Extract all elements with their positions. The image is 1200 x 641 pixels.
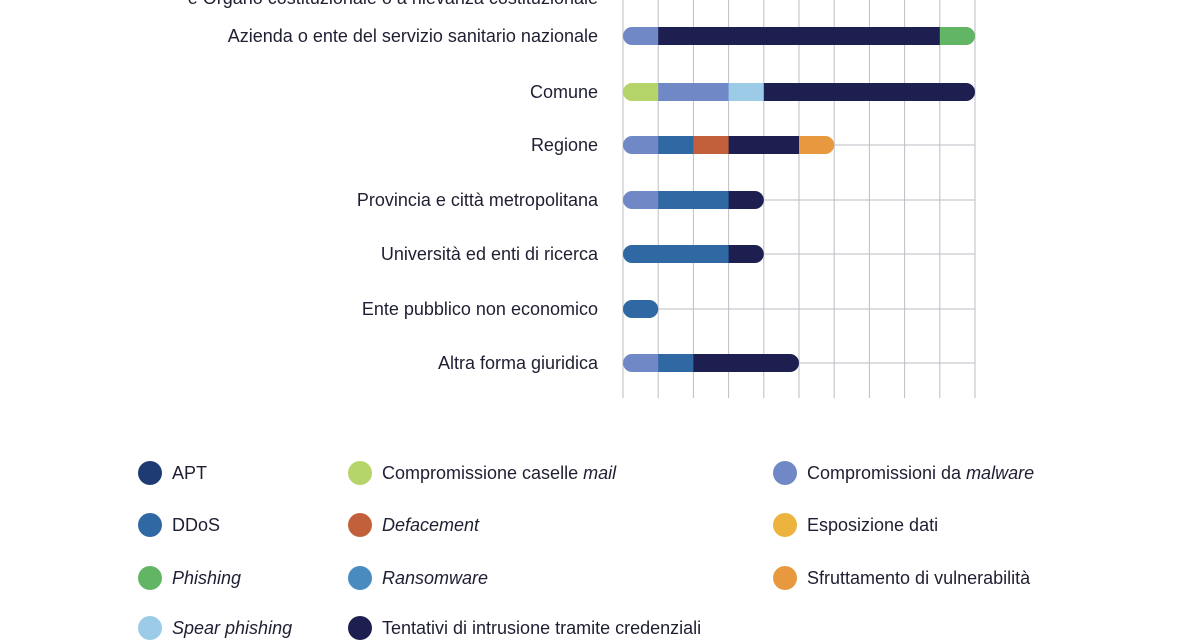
bars	[623, 27, 975, 372]
category-label: Provincia e città metropolitana	[357, 190, 599, 210]
legend-item-ddos: DDoS	[138, 512, 220, 538]
bar-segment	[623, 27, 659, 45]
bar-segment	[623, 300, 659, 318]
bar-segment	[693, 136, 730, 154]
legend-swatch-icon	[773, 461, 797, 485]
bar-segment	[728, 191, 764, 209]
bar-group	[623, 27, 975, 45]
legend-swatch-icon	[348, 616, 372, 640]
stacked-bar-chart: e Organo costituzionale o a rilevanza co…	[188, 0, 976, 398]
bar-group	[623, 83, 975, 101]
legend-item-apt: APT	[138, 460, 207, 486]
bar-group	[623, 300, 659, 318]
bar-segment	[728, 83, 765, 101]
bar-segment	[658, 83, 730, 101]
bar-group	[623, 354, 799, 372]
bar-segment	[728, 136, 800, 154]
legend-label: Defacement	[382, 514, 480, 535]
legend-label: Compromissioni da malware	[807, 462, 1035, 483]
bar-segment	[763, 83, 975, 101]
category-label: Altra forma giuridica	[438, 353, 599, 373]
bar-group	[623, 245, 764, 263]
legend-item-phishing: Phishing	[138, 565, 241, 591]
bar-segment	[693, 354, 799, 372]
legend-item-sfruttamento-di-vulnerabilita: Sfruttamento di vulnerabilità	[773, 565, 1030, 591]
legend-swatch-icon	[348, 566, 372, 590]
category-labels: e Organo costituzionale o a rilevanza co…	[188, 0, 599, 373]
category-label: Comune	[530, 82, 598, 102]
legend-label: Esposizione dati	[807, 514, 939, 535]
legend-swatch-icon	[138, 513, 162, 537]
bar-group	[623, 136, 835, 154]
legend-label: Compromissione caselle mail	[382, 462, 617, 483]
category-label: e Organo costituzionale o a rilevanza co…	[188, 0, 598, 8]
legend-swatch-icon	[773, 566, 797, 590]
legend-label: Phishing	[172, 567, 242, 588]
legend-label: Tentativi di intrusione tramite credenzi…	[382, 617, 702, 638]
category-label: Ente pubblico non economico	[362, 299, 598, 319]
legend-item-defacement: Defacement	[348, 512, 479, 538]
bar-segment	[658, 136, 694, 154]
category-label: Azienda o ente del servizio sanitario na…	[228, 26, 598, 46]
bar-segment	[939, 27, 975, 45]
legend-label: Ransomware	[382, 567, 489, 588]
legend-swatch-icon	[138, 461, 162, 485]
legend-label: Sfruttamento di vulnerabilità	[807, 567, 1031, 588]
category-label: Università ed enti di ricerca	[381, 244, 599, 264]
bar-segment	[658, 354, 694, 372]
legend-item-tentativi-di-intrusione: Tentativi di intrusione tramite credenzi…	[348, 615, 701, 641]
legend-label: APT	[172, 462, 208, 483]
bar-segment	[728, 245, 764, 263]
legend-swatch-icon	[348, 513, 372, 537]
bar-segment	[623, 245, 730, 263]
bar-segment	[799, 136, 835, 154]
legend-swatch-icon	[138, 566, 162, 590]
legend-swatch-icon	[138, 616, 162, 640]
legend-swatch-icon	[348, 461, 372, 485]
bar-segment	[623, 191, 659, 209]
bar-group	[623, 191, 764, 209]
legend-item-compromissioni-da-malware: Compromissioni da malware	[773, 460, 1034, 486]
legend-item-spear-phishing: Spear phishing	[138, 615, 292, 641]
category-label: Regione	[531, 135, 598, 155]
legend-item-ransomware: Ransomware	[348, 565, 488, 591]
legend-item-esposizione-dati: Esposizione dati	[773, 512, 938, 538]
bar-segment	[623, 83, 659, 101]
bar-segment	[658, 27, 941, 45]
bar-segment	[623, 354, 659, 372]
legend-label: Spear phishing	[172, 617, 293, 638]
legend-item-compromissione-caselle-mail: Compromissione caselle mail	[348, 460, 616, 486]
bar-segment	[623, 136, 659, 154]
bar-segment	[658, 191, 730, 209]
legend-label: DDoS	[172, 514, 221, 535]
legend-swatch-icon	[773, 513, 797, 537]
